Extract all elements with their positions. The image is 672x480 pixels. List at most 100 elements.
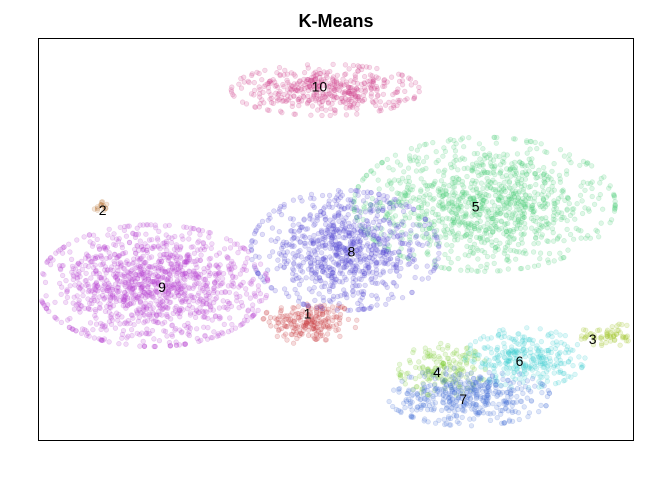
data-point [166, 222, 172, 228]
data-point [369, 275, 375, 281]
data-point [595, 327, 601, 334]
data-point [546, 250, 553, 257]
data-point [137, 268, 143, 274]
data-point [523, 192, 529, 198]
data-point [335, 327, 341, 333]
data-point [104, 201, 110, 207]
data-point [434, 372, 440, 379]
data-point [471, 223, 478, 230]
data-point [99, 199, 106, 205]
data-point [290, 271, 296, 277]
data-point [545, 333, 551, 339]
data-point [405, 192, 411, 198]
data-point [392, 230, 398, 236]
data-point [516, 222, 523, 228]
data-point [514, 178, 520, 184]
data-point [284, 313, 290, 319]
data-point [467, 396, 474, 402]
data-point [221, 304, 227, 310]
data-point [516, 376, 522, 382]
data-point [329, 274, 335, 280]
data-point [332, 214, 339, 220]
data-point [425, 393, 431, 400]
data-point [467, 249, 473, 255]
data-point [314, 330, 320, 337]
data-point [283, 324, 289, 330]
data-point [121, 273, 127, 280]
data-point [294, 291, 300, 297]
data-point [176, 342, 182, 348]
data-point [352, 324, 359, 331]
data-point [589, 179, 595, 185]
data-point [133, 250, 139, 256]
data-point [281, 239, 287, 245]
data-point [515, 181, 521, 187]
data-point [525, 202, 531, 208]
data-point [157, 296, 163, 303]
data-point [382, 245, 388, 251]
data-point [88, 275, 94, 281]
data-point [622, 335, 628, 341]
data-point [589, 185, 595, 192]
data-point [513, 191, 519, 197]
data-point [399, 236, 405, 242]
data-point [546, 260, 552, 266]
data-point [505, 370, 511, 376]
data-point [540, 188, 547, 195]
data-point [537, 250, 544, 256]
data-point [558, 216, 564, 222]
data-point [492, 134, 498, 140]
data-point [352, 74, 359, 80]
data-point [164, 247, 170, 254]
data-point [441, 364, 447, 370]
data-point [309, 317, 315, 323]
data-point [463, 210, 469, 216]
data-point [546, 221, 552, 227]
data-point [603, 335, 609, 341]
data-point [303, 275, 309, 281]
cluster-1-points [260, 301, 360, 346]
data-point [386, 178, 393, 184]
data-point [408, 228, 414, 234]
data-point [409, 399, 415, 405]
data-point [604, 329, 610, 335]
data-point [58, 319, 65, 326]
data-point [456, 371, 462, 378]
data-point [351, 79, 357, 85]
data-point [172, 327, 178, 333]
data-point [538, 402, 544, 409]
cluster-label-4: 4 [433, 364, 441, 380]
data-point [353, 215, 360, 221]
data-point [508, 165, 514, 171]
data-point [331, 308, 337, 315]
data-point [480, 146, 486, 152]
data-point [580, 327, 587, 333]
data-point [506, 215, 512, 221]
data-point [108, 321, 115, 327]
data-point [330, 304, 336, 310]
data-point [378, 231, 384, 237]
data-point [469, 161, 476, 167]
data-point [70, 300, 76, 306]
data-point [336, 203, 342, 209]
data-point [347, 307, 354, 313]
data-point [462, 233, 468, 239]
data-point [543, 403, 549, 409]
data-point [380, 217, 387, 223]
data-point [495, 196, 501, 203]
data-point [355, 184, 361, 190]
data-point [582, 187, 588, 193]
data-point [93, 321, 100, 327]
data-point [446, 216, 452, 222]
data-point [431, 368, 437, 374]
data-point [459, 234, 465, 240]
data-point [479, 160, 485, 166]
data-point [598, 335, 604, 342]
data-point [449, 218, 456, 224]
data-point [469, 166, 476, 172]
data-point [455, 180, 461, 186]
data-point [407, 261, 413, 267]
data-point [245, 308, 251, 314]
data-point [451, 159, 457, 165]
data-point [381, 280, 387, 286]
